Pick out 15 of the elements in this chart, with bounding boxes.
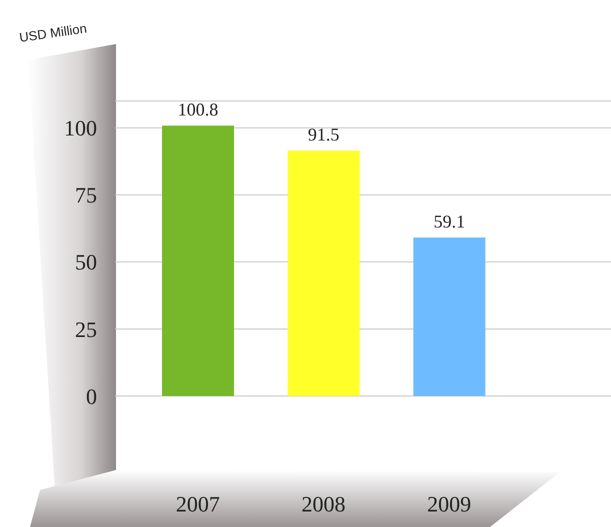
bar: [162, 126, 234, 396]
y-tick-label: 25: [75, 316, 97, 342]
bar: [288, 150, 360, 396]
y-axis-title: USD Million: [18, 20, 88, 45]
x-tick-label: 2007: [176, 492, 220, 517]
y-tick-label: 0: [86, 384, 97, 409]
data-label: 91.5: [308, 124, 340, 145]
y-tick-label: 50: [75, 250, 97, 275]
y-tick-label: 75: [75, 182, 97, 208]
bar: [413, 238, 486, 396]
data-label: 100.8: [178, 100, 218, 120]
x-tick-label: 2008: [302, 492, 346, 517]
data-label: 59.1: [434, 212, 466, 232]
x-tick-label: 2009: [427, 492, 472, 517]
y-tick-label: 100: [64, 116, 97, 141]
